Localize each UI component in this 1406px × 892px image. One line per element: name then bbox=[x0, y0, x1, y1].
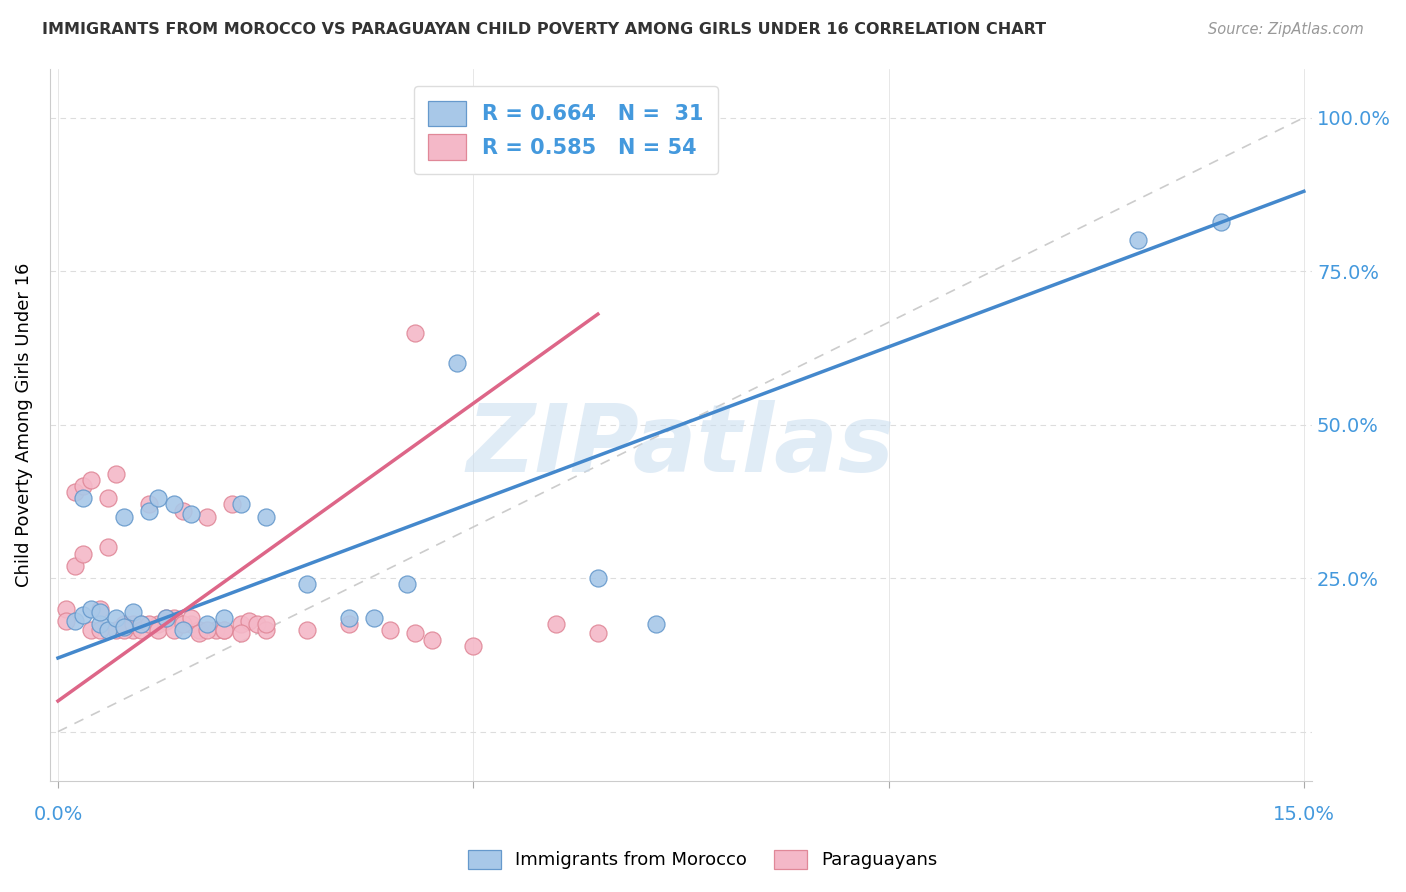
Point bbox=[63, 558, 86, 573]
Point bbox=[112, 620, 135, 634]
Point bbox=[463, 639, 485, 653]
Point bbox=[295, 624, 318, 638]
Point bbox=[138, 617, 160, 632]
Point bbox=[254, 624, 277, 638]
Point bbox=[221, 498, 243, 512]
Point bbox=[105, 624, 128, 638]
Text: 0.0%: 0.0% bbox=[34, 805, 83, 824]
Point bbox=[446, 356, 468, 370]
Point bbox=[146, 491, 169, 506]
Point bbox=[586, 571, 609, 585]
Point bbox=[97, 491, 120, 506]
Point bbox=[229, 498, 252, 512]
Point bbox=[172, 503, 194, 517]
Point bbox=[89, 605, 111, 619]
Point bbox=[212, 624, 235, 638]
Point bbox=[586, 626, 609, 640]
Point bbox=[155, 611, 177, 625]
Point bbox=[163, 624, 186, 638]
Point bbox=[337, 617, 360, 632]
Point bbox=[180, 617, 202, 632]
Point bbox=[55, 602, 77, 616]
Point bbox=[645, 617, 668, 632]
Point bbox=[121, 605, 143, 619]
Point bbox=[121, 624, 143, 638]
Point bbox=[404, 626, 426, 640]
Point bbox=[129, 617, 152, 632]
Point bbox=[63, 485, 86, 500]
Y-axis label: Child Poverty Among Girls Under 16: Child Poverty Among Girls Under 16 bbox=[15, 262, 32, 587]
Point bbox=[172, 617, 194, 632]
Text: 15.0%: 15.0% bbox=[1272, 805, 1334, 824]
Point bbox=[129, 624, 152, 638]
Point bbox=[89, 617, 111, 632]
Point bbox=[197, 617, 219, 632]
Point bbox=[63, 614, 86, 628]
Point bbox=[80, 624, 103, 638]
Point bbox=[138, 498, 160, 512]
Point bbox=[138, 503, 160, 517]
Text: Source: ZipAtlas.com: Source: ZipAtlas.com bbox=[1208, 22, 1364, 37]
Point bbox=[80, 602, 103, 616]
Point bbox=[180, 611, 202, 625]
Point bbox=[363, 611, 385, 625]
Point bbox=[172, 624, 194, 638]
Point bbox=[197, 509, 219, 524]
Point bbox=[112, 617, 135, 632]
Point bbox=[337, 611, 360, 625]
Legend: R = 0.664   N =  31, R = 0.585   N = 54: R = 0.664 N = 31, R = 0.585 N = 54 bbox=[413, 86, 718, 175]
Point bbox=[155, 611, 177, 625]
Point bbox=[163, 611, 186, 625]
Point bbox=[146, 617, 169, 632]
Point bbox=[1126, 234, 1149, 248]
Point bbox=[229, 617, 252, 632]
Point bbox=[72, 479, 94, 493]
Point bbox=[197, 624, 219, 638]
Point bbox=[1209, 215, 1232, 229]
Point bbox=[295, 577, 318, 591]
Point bbox=[72, 607, 94, 622]
Point bbox=[254, 509, 277, 524]
Point bbox=[188, 624, 211, 638]
Point bbox=[146, 624, 169, 638]
Point bbox=[238, 614, 260, 628]
Point bbox=[105, 611, 128, 625]
Point bbox=[112, 509, 135, 524]
Point bbox=[212, 611, 235, 625]
Point bbox=[112, 624, 135, 638]
Point bbox=[180, 507, 202, 521]
Point bbox=[246, 617, 269, 632]
Point bbox=[163, 498, 186, 512]
Point bbox=[155, 614, 177, 628]
Point bbox=[380, 624, 402, 638]
Point bbox=[212, 624, 235, 638]
Point bbox=[89, 602, 111, 616]
Point bbox=[546, 617, 568, 632]
Point bbox=[188, 626, 211, 640]
Point bbox=[97, 541, 120, 555]
Point bbox=[129, 617, 152, 632]
Point bbox=[420, 632, 443, 647]
Point bbox=[80, 473, 103, 487]
Point bbox=[72, 491, 94, 506]
Point bbox=[404, 326, 426, 340]
Text: IMMIGRANTS FROM MOROCCO VS PARAGUAYAN CHILD POVERTY AMONG GIRLS UNDER 16 CORRELA: IMMIGRANTS FROM MOROCCO VS PARAGUAYAN CH… bbox=[42, 22, 1046, 37]
Point bbox=[254, 617, 277, 632]
Point bbox=[105, 467, 128, 481]
Point bbox=[97, 624, 120, 638]
Legend: Immigrants from Morocco, Paraguayans: Immigrants from Morocco, Paraguayans bbox=[460, 841, 946, 879]
Point bbox=[72, 547, 94, 561]
Point bbox=[55, 614, 77, 628]
Point bbox=[89, 624, 111, 638]
Point bbox=[395, 577, 418, 591]
Point bbox=[121, 617, 143, 632]
Point bbox=[204, 624, 226, 638]
Text: ZIPatlas: ZIPatlas bbox=[467, 400, 896, 492]
Point bbox=[229, 626, 252, 640]
